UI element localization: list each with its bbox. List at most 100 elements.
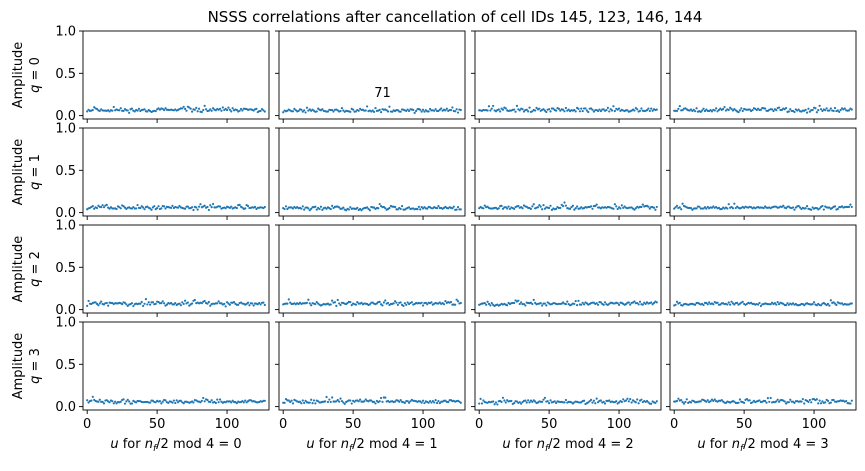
data-point [578, 207, 581, 210]
data-point [144, 297, 148, 301]
data-point [315, 208, 318, 211]
data-point [727, 203, 730, 206]
data-point [86, 399, 89, 402]
data-point [594, 402, 597, 405]
data-point [571, 204, 574, 207]
data-point [174, 302, 177, 305]
data-point [829, 299, 832, 302]
data-point [513, 108, 516, 111]
data-point [549, 399, 552, 402]
data-point [810, 208, 813, 211]
data-point [552, 107, 555, 110]
data-point [689, 108, 693, 111]
data-point [360, 301, 363, 304]
data-point [200, 302, 203, 305]
data-point [230, 205, 233, 208]
data-point [186, 205, 189, 208]
data-point [335, 304, 338, 307]
data-point [570, 205, 573, 209]
data-point [555, 401, 558, 405]
data-point [591, 207, 594, 210]
data-point [354, 110, 358, 113]
data-point [636, 301, 639, 305]
data-point [724, 401, 728, 405]
data-point [845, 399, 848, 403]
data-point [114, 400, 117, 403]
data-point [847, 109, 851, 112]
data-point [506, 207, 509, 210]
data-point [118, 109, 121, 112]
data-point [98, 109, 101, 112]
data-point [206, 302, 209, 305]
data-point [263, 205, 266, 209]
data-point [784, 304, 788, 307]
data-point [730, 300, 733, 303]
data-point [263, 110, 266, 113]
data-point [235, 108, 238, 112]
data-point [804, 108, 807, 111]
data-point [648, 109, 651, 113]
data-point [849, 402, 852, 405]
data-point [329, 207, 332, 211]
data-point [501, 108, 505, 111]
data-point [340, 106, 344, 110]
data-point [722, 107, 725, 111]
data-point [177, 206, 180, 209]
data-point [564, 302, 568, 306]
data-point [716, 110, 719, 113]
data-point [374, 402, 377, 405]
panel-r1-c0: 0.0 0.5 1.0 Amplitude q = 1 [11, 122, 270, 221]
data-point [815, 304, 818, 307]
y-tick-label: 0.0 [55, 303, 76, 318]
data-point [654, 401, 657, 405]
data-point [343, 402, 346, 405]
data-point [648, 207, 651, 210]
data-point [220, 109, 223, 112]
data-point [555, 109, 558, 112]
data-point [367, 207, 370, 211]
data-point [524, 399, 527, 402]
data-point [225, 108, 229, 112]
data-point [252, 304, 255, 307]
data-point [321, 208, 324, 211]
data-point [629, 398, 632, 401]
data-point [304, 111, 307, 114]
data-point [541, 400, 544, 403]
data-point [379, 396, 383, 400]
data-point [291, 110, 295, 113]
data-point [603, 402, 607, 405]
data-point [342, 109, 345, 112]
data-point [331, 396, 334, 399]
data-point [638, 300, 642, 303]
data-point [336, 298, 339, 302]
data-point [536, 206, 540, 209]
data-point [769, 303, 772, 306]
data-point [764, 107, 767, 110]
data-point [174, 401, 177, 405]
panel-r1-c1 [275, 127, 466, 220]
data-point [712, 205, 715, 208]
data-point [179, 399, 182, 402]
data-point [553, 400, 556, 403]
data-point [399, 399, 402, 402]
x-tick-label: 50 [149, 417, 166, 432]
data-point [91, 108, 94, 112]
data-point [431, 399, 434, 403]
data-point [542, 108, 545, 111]
data-point [620, 400, 623, 403]
data-point [435, 207, 439, 210]
data-point [681, 109, 684, 112]
data-point [332, 110, 335, 113]
x-tick-label: 50 [345, 417, 362, 432]
data-point [821, 109, 824, 113]
data-point [137, 107, 141, 110]
data-point [381, 400, 384, 403]
data-point [694, 303, 697, 306]
data-point [685, 398, 688, 401]
data-point [522, 110, 526, 113]
data-point [773, 301, 776, 305]
data-point [501, 396, 505, 399]
data-point [100, 206, 103, 209]
data-point [293, 107, 296, 110]
data-point [559, 206, 562, 210]
